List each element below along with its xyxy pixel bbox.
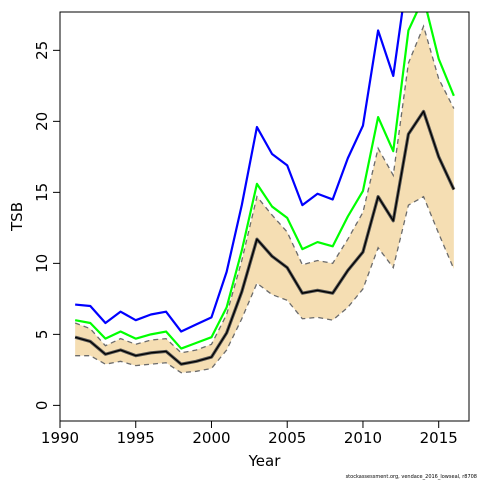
y-tick-label: 0	[33, 401, 51, 411]
series-line-green	[74, 12, 455, 350]
y-tick-label: 15	[33, 183, 51, 202]
y-tick-label: 10	[33, 254, 51, 273]
x-axis: 1990 1995 2000 2005 2010 2015	[41, 420, 458, 447]
footnote: stockassessment.org, vendace_2016_lowsea…	[346, 474, 477, 480]
y-axis-label: TSB	[8, 202, 26, 232]
x-tick-label: 2000	[192, 429, 230, 447]
x-axis-label: Year	[248, 452, 282, 470]
confidence-band	[75, 26, 454, 373]
y-axis: 0 5 10 15 20 25	[33, 41, 61, 411]
series-line-layer	[74, 12, 456, 366]
x-tick-label: 2005	[268, 429, 306, 447]
y-tick-label: 25	[33, 41, 51, 60]
x-tick-label: 1990	[41, 429, 79, 447]
y-tick-label: 5	[33, 330, 51, 340]
y-tick-label: 20	[33, 112, 51, 131]
band-lower-bound	[75, 195, 455, 374]
x-tick-label: 2010	[344, 429, 382, 447]
series-line-estimate	[74, 110, 455, 365]
x-tick-label: 1995	[117, 429, 155, 447]
x-tick-label: 2015	[420, 429, 458, 447]
band-upper-bound	[74, 24, 455, 354]
confidence-band-layer	[74, 24, 455, 374]
series-line-blue	[75, 12, 404, 333]
